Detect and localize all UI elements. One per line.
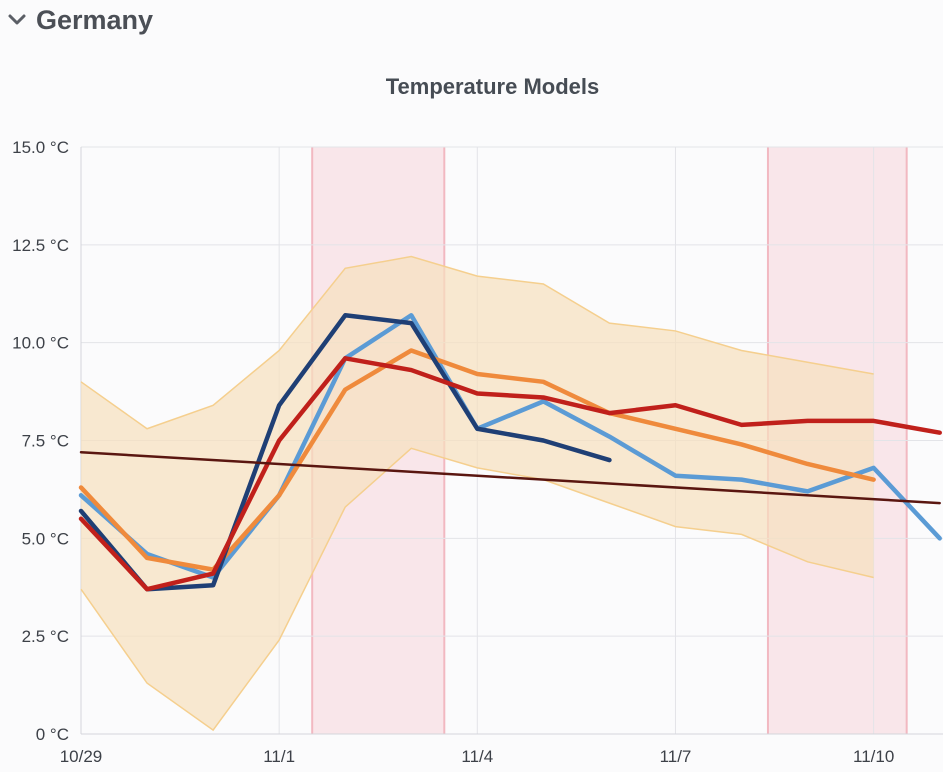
forecast-range-band <box>81 256 874 731</box>
band-upper-edge <box>80 255 874 430</box>
x-tick-label: 11/10 <box>853 747 894 766</box>
chart-title: Temperature Models <box>385 74 600 99</box>
y-tick-label: 15.0 °C <box>12 138 69 157</box>
x-tick-label: 11/1 <box>263 747 295 766</box>
x-tick-label: 10/29 <box>60 747 103 766</box>
y-tick-label: 5.0 °C <box>22 529 69 548</box>
x-tick-label: 11/7 <box>660 747 692 766</box>
y-tick-label: 0 °C <box>36 725 69 744</box>
series-line-3 <box>78 356 942 592</box>
section-header[interactable]: Germany <box>0 0 943 40</box>
x-tick-label: 11/4 <box>461 747 493 766</box>
band-lower-edge <box>80 447 874 732</box>
series-line-4 <box>79 450 941 505</box>
y-tick-label: 10.0 °C <box>12 334 69 353</box>
section-title: Germany <box>36 4 154 35</box>
series-line-2 <box>78 313 612 592</box>
series-line-0 <box>78 313 942 580</box>
chevron-down-icon[interactable] <box>6 9 28 31</box>
y-tick-label: 7.5 °C <box>22 432 69 451</box>
y-tick-label: 2.5 °C <box>22 627 69 646</box>
y-tick-label: 12.5 °C <box>12 236 69 255</box>
